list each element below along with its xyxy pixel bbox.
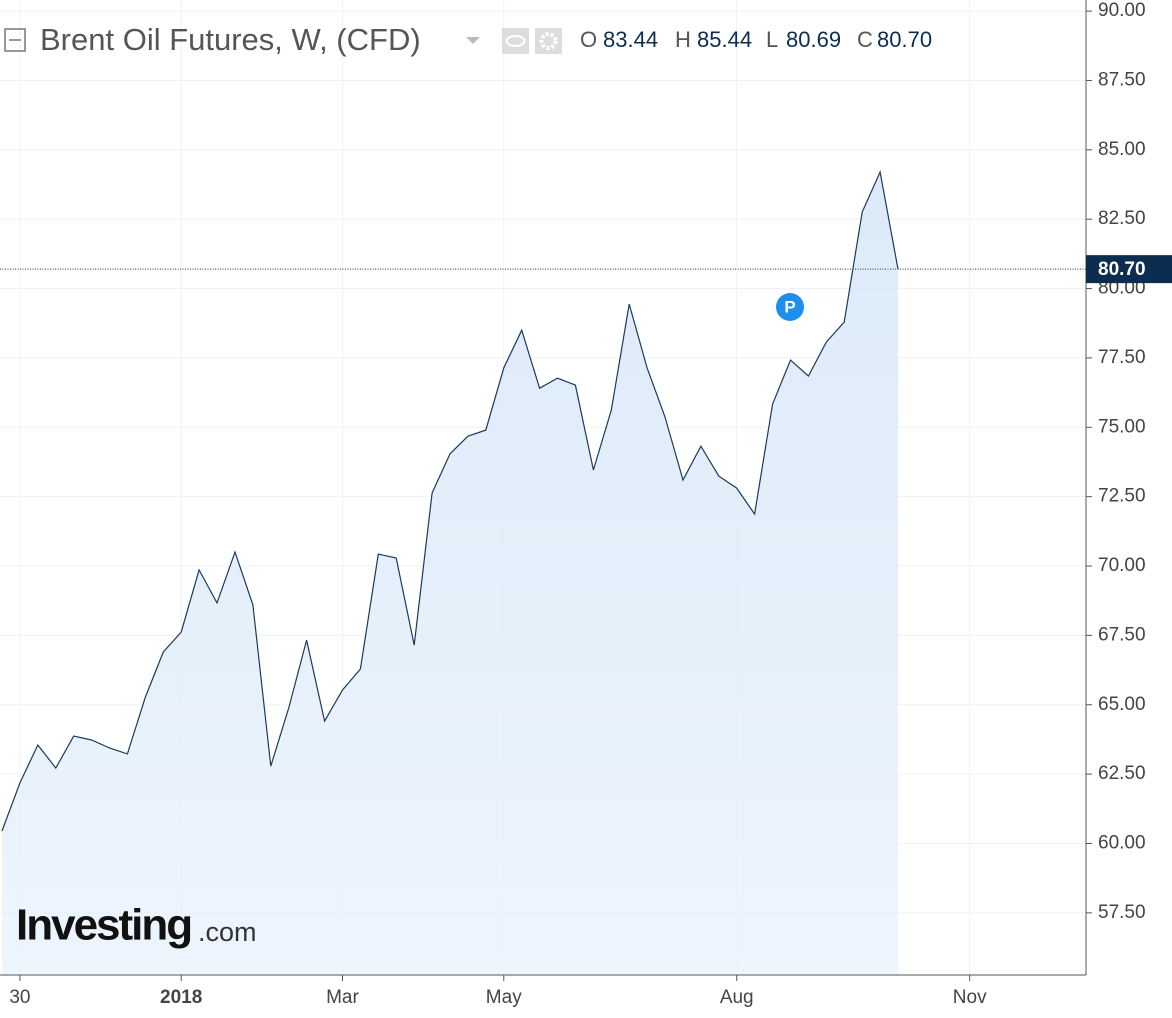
y-tick-label: 75.00: [1098, 416, 1146, 437]
plot: [1, 169, 899, 975]
ohlc-value: 80.70: [877, 27, 932, 52]
y-tick-label: 67.50: [1098, 624, 1146, 645]
collapse-icon[interactable]: [4, 28, 26, 52]
ohlc-value: 80.69: [786, 27, 841, 52]
x-tick-label: Aug: [720, 987, 754, 1008]
y-tick-label: 90.00: [1098, 0, 1146, 21]
x-tick-label: Mar: [326, 987, 359, 1008]
event-marker-label: P: [784, 297, 795, 316]
y-tick-label: 77.50: [1098, 347, 1146, 368]
y-tick-label: 60.00: [1098, 832, 1146, 853]
y-tick-label: 85.00: [1098, 139, 1146, 160]
last-price-box: [1086, 255, 1172, 284]
watermark: Investing: [16, 901, 191, 950]
y-tick-label: 62.50: [1098, 763, 1146, 784]
gear-shape: [539, 32, 558, 50]
x-tick-label: 30: [9, 987, 30, 1008]
watermark-suffix: .com: [198, 917, 257, 947]
last-price-label: 80.70: [1098, 259, 1146, 280]
x-tick-label: 2018: [160, 987, 202, 1008]
dropdown-arrow[interactable]: [466, 37, 480, 44]
x-tick-label: May: [486, 987, 522, 1008]
gear-icon[interactable]: [535, 28, 562, 54]
legend-header: Brent Oil Futures, W, (CFD): [4, 22, 562, 57]
y-tick-label: 72.50: [1098, 486, 1146, 507]
ohlc-value: 83.44: [603, 27, 658, 52]
ohlc-value: 85.44: [697, 27, 752, 52]
y-tick-label: 65.00: [1098, 694, 1146, 715]
y-tick-label: 82.50: [1098, 208, 1146, 229]
event-marker[interactable]: [776, 293, 804, 321]
price-line: [1, 169, 899, 832]
ohlc-name: O: [580, 27, 597, 52]
area-fill: [2, 172, 898, 975]
chart-title: Brent Oil Futures, W, (CFD): [40, 22, 421, 57]
y-tick-label: 70.00: [1098, 555, 1146, 576]
eye-shape: [505, 35, 526, 47]
ohlc-name: C: [857, 27, 873, 52]
ohlc-name: L: [766, 27, 778, 52]
ohlc-name: H: [675, 27, 691, 52]
y-tick-label: 87.50: [1098, 69, 1146, 90]
y-tick-label: 57.50: [1098, 902, 1146, 923]
x-tick-label: Nov: [953, 987, 987, 1008]
